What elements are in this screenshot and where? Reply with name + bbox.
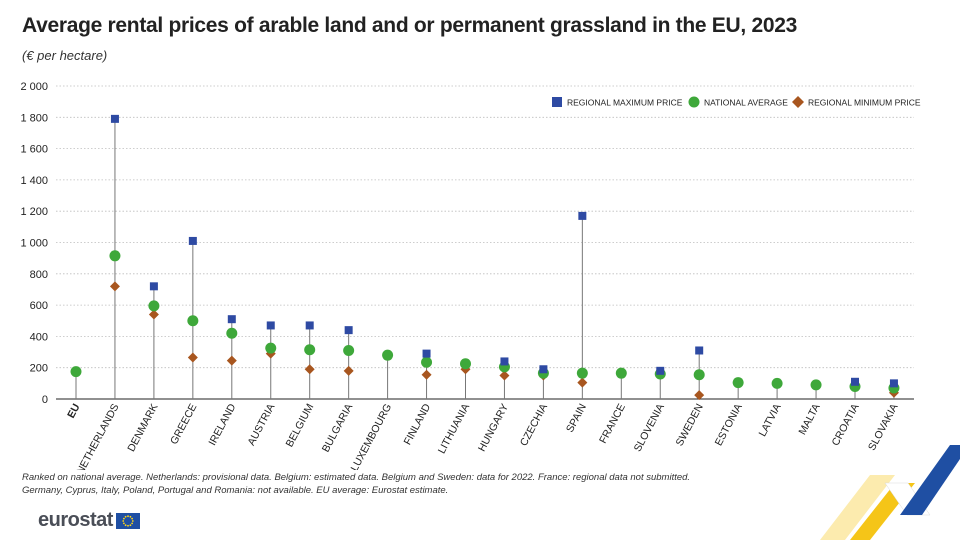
min-price-point (343, 365, 354, 376)
eu-flag-icon (115, 512, 140, 529)
national-average-point (810, 379, 822, 391)
min-price-point (226, 355, 237, 366)
x-tick-label: DENMARK (125, 402, 160, 454)
y-tick-label: 200 (30, 363, 48, 375)
x-tick-label: FRANCE (597, 402, 628, 446)
max-price-point (695, 346, 704, 355)
max-price-point (539, 365, 548, 374)
national-average-point (70, 366, 82, 378)
min-price-point (304, 364, 315, 375)
max-price-point (851, 377, 859, 386)
x-tick-label: ESTONIA (713, 402, 745, 448)
national-average-point (109, 250, 121, 262)
x-tick-label: LITHUANIA (436, 402, 472, 456)
min-price-point (577, 377, 588, 388)
max-price-point (422, 349, 431, 358)
x-tick-label: MALTA (796, 402, 822, 437)
y-tick-label: 800 (30, 269, 48, 281)
national-average-point (304, 344, 316, 356)
x-tick-label: LATVIA (757, 402, 784, 439)
national-average-point (576, 367, 588, 379)
max-price-point (889, 379, 898, 388)
x-tick-label: BELGIUM (284, 402, 317, 449)
national-average-point (421, 356, 433, 368)
y-tick-label: 1 400 (20, 175, 48, 187)
legend-label: REGIONAL MINIMUM PRICE (808, 98, 921, 108)
national-average-point (615, 367, 627, 379)
x-tick-label: SWEDEN (674, 402, 706, 448)
max-price-point (305, 321, 314, 330)
national-average-point (382, 349, 394, 361)
x-tick-label: GREECE (168, 402, 199, 447)
max-price-point (227, 315, 236, 324)
max-price-point (578, 211, 587, 220)
max-price-point (656, 366, 665, 375)
x-tick-label: EU (65, 402, 82, 421)
legend-marker-max (552, 97, 562, 107)
legend-marker-average (688, 96, 700, 108)
chart-notes: Ranked on national average. Netherlands:… (22, 471, 690, 497)
y-tick-label: 400 (30, 331, 48, 343)
national-average-point (732, 377, 744, 389)
x-tick-label: CZECHIA (518, 402, 550, 448)
x-tick-label: SPAIN (564, 402, 589, 435)
x-tick-label: NETHERLANDS (74, 402, 121, 470)
min-price-point (421, 369, 432, 380)
eurostat-logo: eurostat (38, 509, 140, 532)
y-tick-label: 2 000 (20, 81, 48, 93)
legend-marker-min (792, 96, 804, 108)
legend-label: NATIONAL AVERAGE (704, 98, 788, 108)
national-average-point (460, 358, 471, 370)
national-average-point (265, 342, 277, 354)
x-tick-label: CROATIA (830, 402, 862, 448)
corner-decoration (820, 445, 960, 540)
chart-canvas: 0 200 400 600 800 1 000 1 200 1 400 1 600 1 800 2 … (20, 81, 921, 470)
national-average-point (187, 315, 199, 327)
y-tick-label: 0 (42, 394, 48, 406)
x-tick-label: HUNGARY (476, 402, 511, 454)
x-tick-label: BULGARIA (320, 402, 356, 455)
x-tick-label: LUXEMBOURG (349, 402, 395, 470)
max-price-point (500, 357, 509, 366)
x-tick-label: AUSTRIA (245, 402, 277, 448)
max-price-point (188, 236, 197, 245)
national-average-point (771, 377, 783, 389)
note-line-1: Ranked on national average. Netherlands:… (22, 472, 691, 483)
y-tick-label: 1 000 (20, 238, 48, 250)
max-price-point (266, 321, 275, 330)
min-price-point (187, 352, 198, 363)
min-price-point (109, 281, 120, 292)
x-tick-label: IRELAND (206, 401, 238, 447)
national-average-point (343, 344, 355, 356)
y-tick-label: 600 (30, 300, 48, 312)
min-price-point (694, 390, 705, 401)
y-tick-label: 1 200 (20, 206, 48, 218)
chart-subtitle: (€ per hectare) (22, 48, 108, 63)
x-tick-label: FINLAND (402, 401, 434, 447)
note-line-2: Germany, Cyprus, Italy, Poland, Portugal… (22, 485, 449, 496)
max-price-point (149, 282, 158, 291)
x-tick-label: SLOVENIA (632, 402, 667, 454)
min-price-point (499, 370, 510, 381)
max-price-point (344, 326, 353, 335)
min-price-point (148, 309, 159, 320)
logo-text: eurostat (38, 509, 113, 531)
national-average-point (693, 369, 705, 381)
national-average-point (226, 327, 238, 339)
legend-label: REGIONAL MAXIMUM PRICE (567, 98, 683, 108)
chart-title: Average rental prices of arable land and… (22, 14, 797, 37)
y-tick-label: 1 800 (20, 112, 48, 124)
y-tick-label: 1 600 (20, 144, 48, 156)
max-price-point (110, 114, 119, 123)
national-average-point (148, 300, 160, 312)
